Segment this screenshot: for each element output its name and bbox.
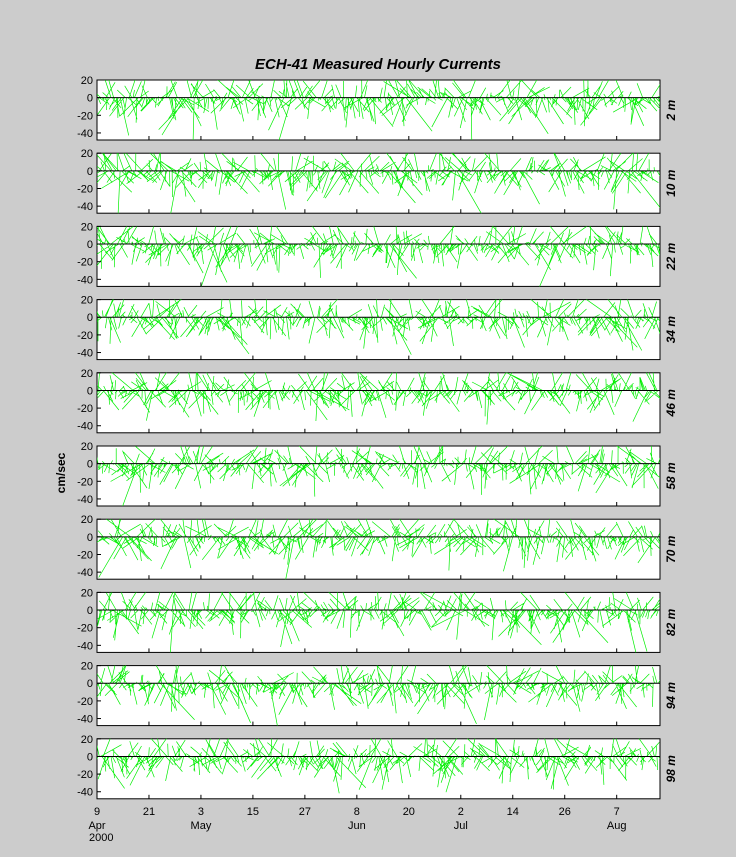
- panel-frame: [96, 738, 661, 800]
- y-tick-label: 0: [87, 532, 93, 544]
- y-tick-label: 20: [81, 514, 93, 526]
- y-tick-label: 0: [87, 312, 93, 324]
- y-tick-label: 20: [81, 148, 93, 160]
- y-tick-label: 0: [87, 166, 93, 178]
- y-tick-label: -40: [77, 567, 93, 579]
- y-tick-label: -20: [77, 257, 93, 269]
- depth-label: 98 m: [664, 755, 678, 783]
- y-tick-label: 20: [81, 368, 93, 380]
- y-tick-label: -20: [77, 623, 93, 635]
- x-tick-label: 21: [143, 806, 155, 818]
- y-tick-label: -20: [77, 403, 93, 415]
- y-tick-label: 20: [81, 295, 93, 307]
- current-sticks: [97, 738, 660, 794]
- depth-label: 34 m: [664, 316, 678, 344]
- depth-label: 82 m: [664, 608, 678, 636]
- depth-label: 70 m: [664, 535, 678, 563]
- y-tick-label: -20: [77, 183, 93, 195]
- y-tick-label: -40: [77, 274, 93, 286]
- x-tick-label: 3: [198, 806, 204, 818]
- x-tick-label: 14: [507, 806, 519, 818]
- y-tick-label: -40: [77, 494, 93, 506]
- panel-frame: [96, 79, 661, 141]
- x-month-label: Aug: [607, 820, 627, 832]
- current-sticks: [97, 226, 660, 287]
- y-tick-label: 20: [81, 661, 93, 673]
- x-tick-label: 15: [247, 806, 259, 818]
- y-tick-label: -40: [77, 201, 93, 213]
- panel-46m: 20 0 -20 -40 46 m: [77, 368, 678, 434]
- x-tick-label: 26: [559, 806, 571, 818]
- panel-94m: 20 0 -20 -40 94 m: [77, 661, 678, 727]
- x-month-label: Jul: [454, 820, 468, 832]
- x-month-label: Apr: [88, 820, 105, 832]
- panel-70m: 20 0 -20 -40 70 m: [77, 514, 678, 580]
- depth-label: 58 m: [664, 462, 678, 490]
- panel-frame: [96, 372, 661, 434]
- x-tick-label: 2: [458, 806, 464, 818]
- panel-2m: 20 0 -20 -40 2 m: [77, 75, 678, 141]
- y-tick-label: -40: [77, 640, 93, 652]
- y-tick-label: 0: [87, 93, 93, 105]
- stick-vectors: [97, 226, 660, 287]
- stick-vectors: [97, 153, 660, 214]
- y-tick-label: -40: [77, 128, 93, 140]
- x-tick-label: 20: [403, 806, 415, 818]
- stick-vectors: [97, 80, 660, 140]
- y-tick-label: -40: [77, 348, 93, 360]
- current-sticks: [97, 80, 660, 140]
- y-tick-label: 20: [81, 75, 93, 87]
- x-tick-label: 8: [354, 806, 360, 818]
- depth-label: 22 m: [664, 242, 678, 271]
- x-tick-label: 9: [94, 806, 100, 818]
- y-tick-label: -20: [77, 549, 93, 561]
- y-tick-label: 0: [87, 678, 93, 690]
- y-axis-label: cm/sec: [54, 452, 68, 493]
- current-sticks: [97, 153, 660, 214]
- x-axis: 9 Apr 21 3 May 15 27 8 Jun 20 2 Jul 14 26 7 Aug: [88, 806, 626, 832]
- panel-98m: 20 0 -20 -40 98 m: [77, 734, 678, 800]
- y-tick-label: 20: [81, 734, 93, 746]
- panel-34m: 20 0 -20 -40 34 m: [77, 295, 678, 361]
- panel-22m: 20 0 -20 -40 22 m: [77, 221, 678, 287]
- panel-frame: [96, 152, 661, 214]
- x-month-label: May: [191, 820, 212, 832]
- year-label: 2000: [89, 832, 113, 844]
- panel-82m: 20 0 -20 -40 82 m: [77, 587, 678, 653]
- depth-label: 94 m: [664, 682, 678, 710]
- y-tick-label: 0: [87, 751, 93, 763]
- y-tick-label: -20: [77, 769, 93, 781]
- y-tick-label: 0: [87, 459, 93, 471]
- chart-title: ECH-41 Measured Hourly Currents: [255, 56, 501, 73]
- y-tick-label: -20: [77, 476, 93, 488]
- y-tick-label: -40: [77, 787, 93, 799]
- y-tick-label: -20: [77, 696, 93, 708]
- current-sticks: [97, 372, 660, 425]
- y-tick-label: 20: [81, 587, 93, 599]
- stick-vectors: [97, 738, 660, 794]
- panel-frame: [96, 225, 661, 287]
- x-tick-label: 27: [299, 806, 311, 818]
- y-tick-label: 20: [81, 441, 93, 453]
- y-tick-label: 0: [87, 605, 93, 617]
- y-tick-label: 0: [87, 239, 93, 251]
- panel-10m: 20 0 -20 -40 10 m: [77, 148, 678, 214]
- depth-label: 10 m: [664, 169, 678, 197]
- y-tick-label: 20: [81, 221, 93, 233]
- x-tick-label: 7: [614, 806, 620, 818]
- panel-58m: 20 0 -20 -40 58 m: [77, 441, 678, 507]
- x-month-label: Jun: [348, 820, 366, 832]
- depth-label: 2 m: [664, 99, 678, 121]
- current-sticks: [97, 299, 660, 355]
- depth-label: 46 m: [664, 389, 678, 418]
- y-tick-label: 0: [87, 385, 93, 397]
- stick-vectors: [97, 372, 660, 425]
- stick-vectors: [97, 299, 660, 355]
- y-tick-label: -40: [77, 714, 93, 726]
- y-tick-label: -20: [77, 330, 93, 342]
- y-tick-label: -40: [77, 421, 93, 433]
- y-tick-label: -20: [77, 110, 93, 122]
